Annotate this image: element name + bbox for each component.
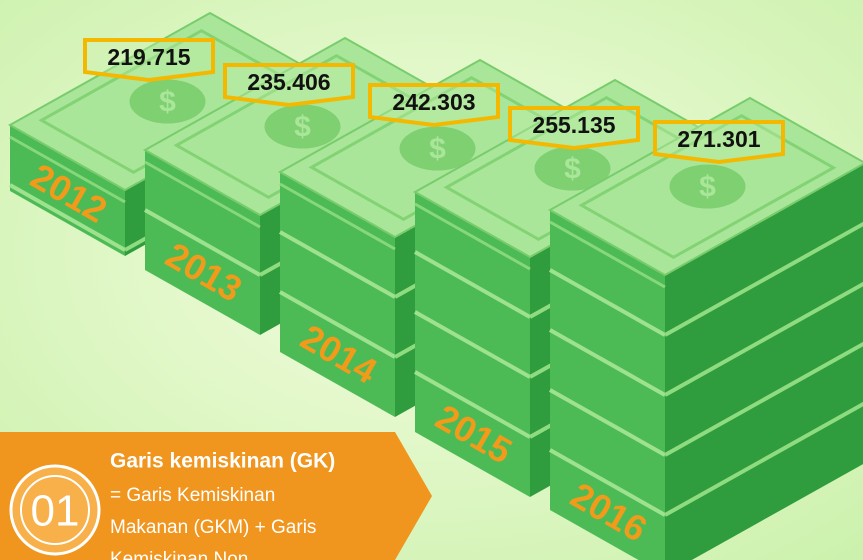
layer-line [664, 341, 863, 457]
layer-line [144, 208, 261, 277]
value-tag-frame [508, 106, 640, 151]
badge-text: 01 [31, 487, 80, 536]
info-title: Garis kemiskinan (GK) [110, 450, 335, 473]
info-line: = Garis Kemiskinan [110, 485, 275, 506]
value-tag: 219.715 [83, 38, 215, 83]
value-tag: 242.303 [368, 83, 500, 128]
layer-line [9, 183, 126, 252]
value-tag: 255.135 [508, 106, 640, 151]
stack-front [10, 125, 125, 256]
dollar-sign: $ [564, 152, 581, 185]
bill-circle [129, 79, 206, 124]
value-tag: 235.406 [223, 63, 355, 108]
bill-circle [264, 104, 341, 149]
badge-circle [9, 464, 101, 556]
value-tag: 271.301 [653, 120, 785, 165]
layer-line [414, 250, 531, 319]
band-line [549, 220, 666, 289]
layer-line [279, 290, 396, 359]
layer-line [549, 268, 666, 337]
band-line [144, 160, 261, 229]
info-arrow [0, 432, 432, 560]
info-box: 01 Garis kemiskinan (GK) = Garis Kemiski… [0, 432, 432, 560]
layer-line [414, 370, 531, 439]
layer-line [549, 328, 666, 397]
bill-circle [399, 126, 476, 171]
dollar-sign: $ [699, 170, 716, 203]
dollar-sign: $ [159, 85, 176, 118]
value-text: 235.406 [247, 69, 330, 95]
bill-border [578, 113, 837, 260]
layer-line [279, 230, 396, 299]
info-line: Makanan (GKM) + Garis [110, 517, 316, 538]
value-tag-frame [368, 83, 500, 128]
value-tag-frame [223, 63, 355, 108]
band-line [414, 202, 531, 271]
layer-line [549, 448, 666, 517]
value-text: 242.303 [392, 89, 475, 115]
value-labels: 219.715 235.406 242.303 255.135 271.301 [83, 38, 785, 165]
layer-line [664, 281, 863, 397]
band-line [279, 182, 396, 251]
value-tag-frame [83, 38, 215, 83]
value-text: 255.135 [532, 112, 615, 138]
value-text: 271.301 [677, 126, 760, 152]
layer-line [664, 221, 863, 337]
value-tag-frame [653, 120, 785, 165]
value-text: 219.715 [107, 44, 190, 70]
info-line: Kemiskinan Non [110, 549, 248, 560]
bill-circle [669, 164, 746, 209]
dollar-sign: $ [294, 110, 311, 143]
bill-circle [534, 146, 611, 191]
layer-line [414, 310, 531, 379]
band-line [9, 135, 126, 204]
stack-side [665, 164, 863, 560]
layer-line [549, 388, 666, 457]
badge-ring [20, 475, 90, 545]
dollar-sign: $ [429, 132, 446, 165]
money-stacks: $2012$2013$2014$2015$2016 [7, 11, 863, 560]
stack-front [550, 210, 665, 560]
layer-line [664, 401, 863, 517]
